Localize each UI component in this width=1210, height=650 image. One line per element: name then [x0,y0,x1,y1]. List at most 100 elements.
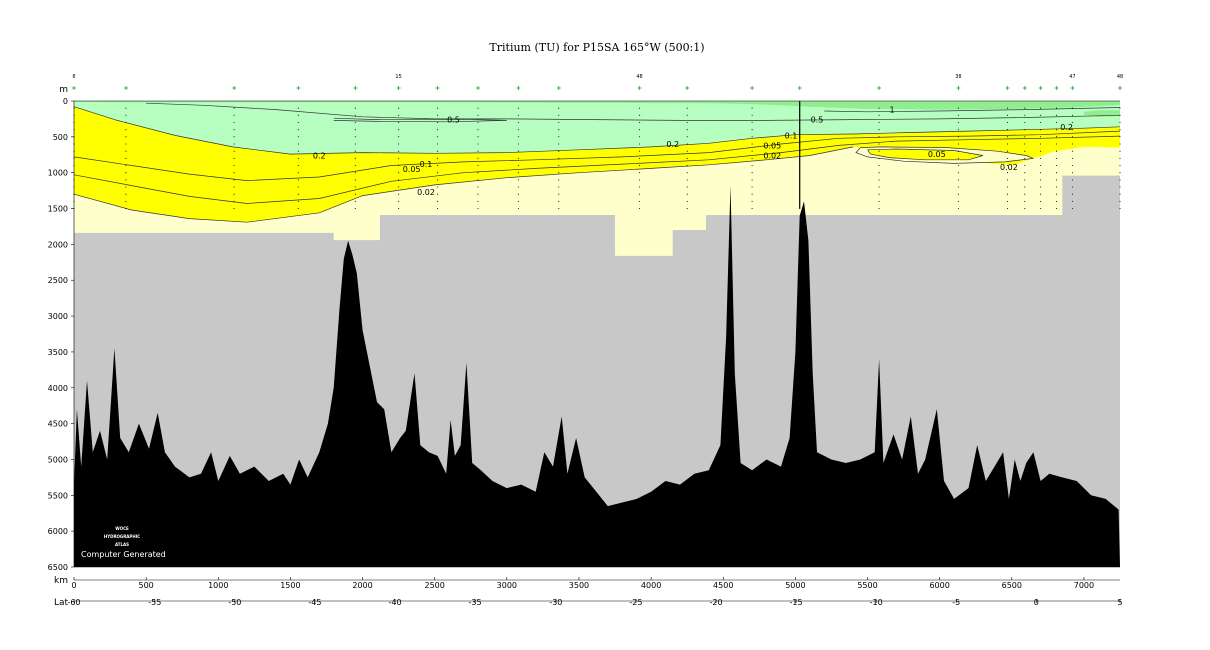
sample-dot [297,136,299,138]
sample-dot [799,179,801,181]
contour-label: 0.02 [1000,163,1018,172]
sample-dot [1040,114,1042,116]
sample-dot [1119,107,1121,109]
y-unit-label: m [59,85,68,95]
sample-dot [1071,121,1073,124]
sample-dot [517,114,519,116]
sample-dot [477,107,479,109]
sample-dot [233,193,235,195]
contour-label: 0.1 [420,160,433,169]
sample-dot [686,114,688,116]
x-tick-label: 0 [71,581,76,590]
sample-dot [1119,157,1121,159]
sample-dot [558,150,560,152]
sample-dot [558,172,560,174]
sample-dot [297,207,299,210]
sample-dot [878,207,880,210]
y-tick-label: 3000 [48,312,68,321]
sample-dot [1055,157,1058,159]
sample-dot [354,136,356,138]
station-number-label: 47 [1069,74,1075,80]
sample-dot [354,107,356,109]
sample-dot [517,157,519,159]
sample-dot [957,164,959,167]
y-tick-label: 4000 [48,384,68,393]
contour-label: 0.02 [417,188,435,197]
sample-dot [751,150,753,152]
sample-dot [639,207,641,210]
sample-dot [878,121,880,124]
tropical-lens-core [867,149,983,160]
sample-dot [639,200,641,202]
contour-label: 0.05 [763,141,781,150]
station-number-label: 38 [955,74,961,80]
sample-dot [1006,179,1009,181]
sample-dot [558,143,560,145]
sample-dot [558,136,560,138]
sample-dot [437,107,439,109]
y-tick-label: 5000 [48,455,68,464]
x-unit-label: km [54,576,68,586]
sample-dot [1024,107,1026,109]
x-tick-label: 7000 [1074,581,1094,590]
sample-dot [517,150,519,152]
sample-dot [233,114,235,116]
sample-dot [639,193,641,195]
sample-dot [1071,172,1073,174]
sample-dot [297,114,299,116]
sample-dot [1006,157,1009,159]
sample-dot [751,129,753,131]
sample-dot [957,143,959,145]
sample-dot [1040,172,1042,174]
chart-title: Tritium (TU) for P15SA 165°W (500:1) [489,41,704,54]
sample-dot [639,114,641,116]
contour-label: 0.2 [313,151,326,160]
y-tick-label: 6000 [48,527,68,536]
sample-dot [1006,193,1009,195]
sample-dot [1024,200,1026,202]
lat-tick-label: -30 [549,598,562,607]
sample-dot [1071,129,1073,131]
sample-dot [686,164,688,167]
sample-dot [878,143,880,145]
sample-dot [639,172,641,174]
logo-line-2: HYDROGRAPHIC [104,534,140,539]
sample-dot [799,136,801,138]
sample-dot [233,172,235,174]
sample-dot [957,207,959,210]
sample-dot [125,114,127,116]
lat-tick-label: -60 [67,598,80,607]
sample-dot [398,164,400,167]
sample-dot [1024,150,1026,152]
sample-dot [1055,150,1058,152]
x-tick-label: 1000 [208,581,228,590]
sample-dot [957,121,959,124]
sample-dot [517,179,519,181]
sample-dot [1006,172,1009,174]
sample-dot [686,121,688,124]
sample-dot [297,186,299,188]
sample-dot [517,136,519,138]
sample-dot [354,164,356,167]
sample-dot [125,136,127,138]
sample-dot [1040,121,1042,124]
station-number-label: 48 [1117,74,1123,80]
sample-dot [233,179,235,181]
y-tick-label: 4500 [48,420,68,429]
sample-dot [1071,136,1073,138]
contour-label: 0.05 [403,165,421,174]
sample-dot [297,172,299,174]
sample-dot [398,200,400,202]
sample-dot [558,107,560,109]
sample-dot [1119,150,1121,152]
sample-dot [639,129,641,131]
sample-dot [1024,179,1026,181]
sample-dot [957,129,959,131]
sample-dot [1071,207,1073,210]
sample-dot [437,207,439,210]
sample-dot [437,129,439,131]
contour-line-3 [73,106,1121,155]
lat-tick-label: -10 [870,598,883,607]
sample-dot [751,136,753,138]
sample-dot [558,114,560,116]
